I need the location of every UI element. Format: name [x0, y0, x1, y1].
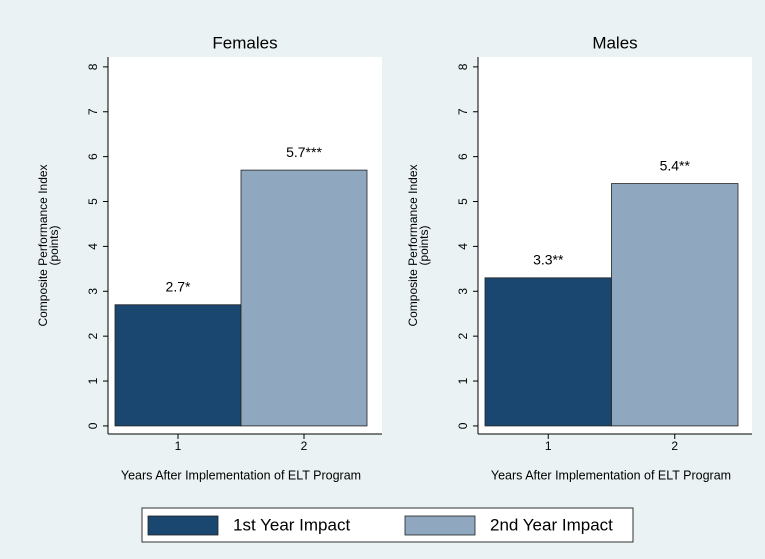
- value-label: 2.7*: [166, 278, 191, 294]
- x-axis-title: Years After Implementation of ELT Progra…: [121, 468, 361, 482]
- y-tick-label: 3: [456, 288, 470, 295]
- value-label: 3.3**: [533, 252, 564, 268]
- y-tick-label: 8: [86, 63, 100, 70]
- legend-swatch: [404, 515, 476, 536]
- y-tick-label: 3: [86, 288, 100, 295]
- x-axis-title: Years After Implementation of ELT Progra…: [491, 468, 731, 482]
- y-axis-title: Composite Performance Index: [36, 164, 50, 326]
- value-label: 5.7***: [286, 144, 322, 160]
- y-tick-label: 0: [86, 422, 100, 429]
- panel-title: Females: [212, 33, 277, 52]
- panel-title: Males: [592, 33, 637, 52]
- y-tick-label: 5: [86, 198, 100, 205]
- value-label: 5.4**: [660, 157, 691, 173]
- y-tick-label: 5: [456, 198, 470, 205]
- y-tick-label: 8: [456, 63, 470, 70]
- legend-label: 2nd Year Impact: [490, 515, 613, 534]
- legend-swatch: [147, 515, 219, 536]
- legend-label: 1st Year Impact: [233, 515, 350, 534]
- y-axis-title: (points): [47, 225, 61, 265]
- y-tick-label: 0: [456, 422, 470, 429]
- bar: [240, 169, 368, 427]
- y-tick-label: 1: [456, 377, 470, 384]
- y-tick-label: 4: [456, 243, 470, 250]
- x-tick-label: 2: [671, 439, 678, 453]
- bar: [114, 304, 242, 427]
- bar: [611, 183, 739, 427]
- y-tick-label: 1: [86, 377, 100, 384]
- legend-box: [141, 507, 634, 543]
- y-tick-label: 7: [456, 108, 470, 115]
- y-tick-label: 4: [86, 243, 100, 250]
- bar: [484, 277, 612, 427]
- y-tick-label: 2: [86, 333, 100, 340]
- x-tick-label: 2: [301, 439, 308, 453]
- y-tick-label: 7: [86, 108, 100, 115]
- y-axis-title: (points): [417, 225, 431, 265]
- y-tick-label: 6: [86, 153, 100, 160]
- y-tick-label: 2: [456, 333, 470, 340]
- x-tick-label: 1: [545, 439, 552, 453]
- y-tick-label: 6: [456, 153, 470, 160]
- x-tick-label: 1: [175, 439, 182, 453]
- y-axis-title: Composite Performance Index: [406, 164, 420, 326]
